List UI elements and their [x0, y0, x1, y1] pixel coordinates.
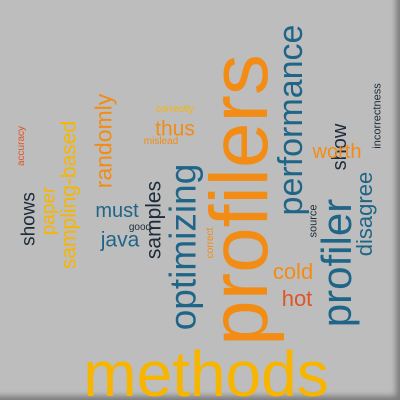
word-correctly: correctly — [156, 104, 194, 115]
word-randomly: randomly — [90, 93, 117, 189]
word-hot: hot — [281, 286, 313, 311]
word-must: must — [95, 200, 139, 222]
word-disagree: disagree — [352, 171, 377, 257]
word-good: good — [128, 222, 152, 233]
word-java: java — [100, 228, 140, 252]
word-cold: cold — [272, 259, 314, 284]
word-mislead: mislead — [143, 136, 179, 147]
word-profilers: profilers — [194, 54, 285, 346]
word-performance: performance — [272, 24, 310, 216]
word-samples: samples — [142, 180, 166, 260]
word-thus: thus — [155, 117, 195, 141]
word-paper: paper — [38, 186, 60, 236]
word-sampling-based: sampling-based — [57, 120, 81, 270]
word-source: source — [307, 204, 320, 238]
word-incorrectness: incorrectness — [371, 83, 384, 149]
word-shows: shows — [18, 192, 40, 246]
word-accuracy: accuracy — [16, 125, 27, 167]
word-correct: correct — [205, 227, 216, 259]
word-methods: methods — [83, 338, 329, 400]
word-worth: worth — [312, 141, 362, 163]
word-optimizing: optimizing — [162, 163, 204, 331]
